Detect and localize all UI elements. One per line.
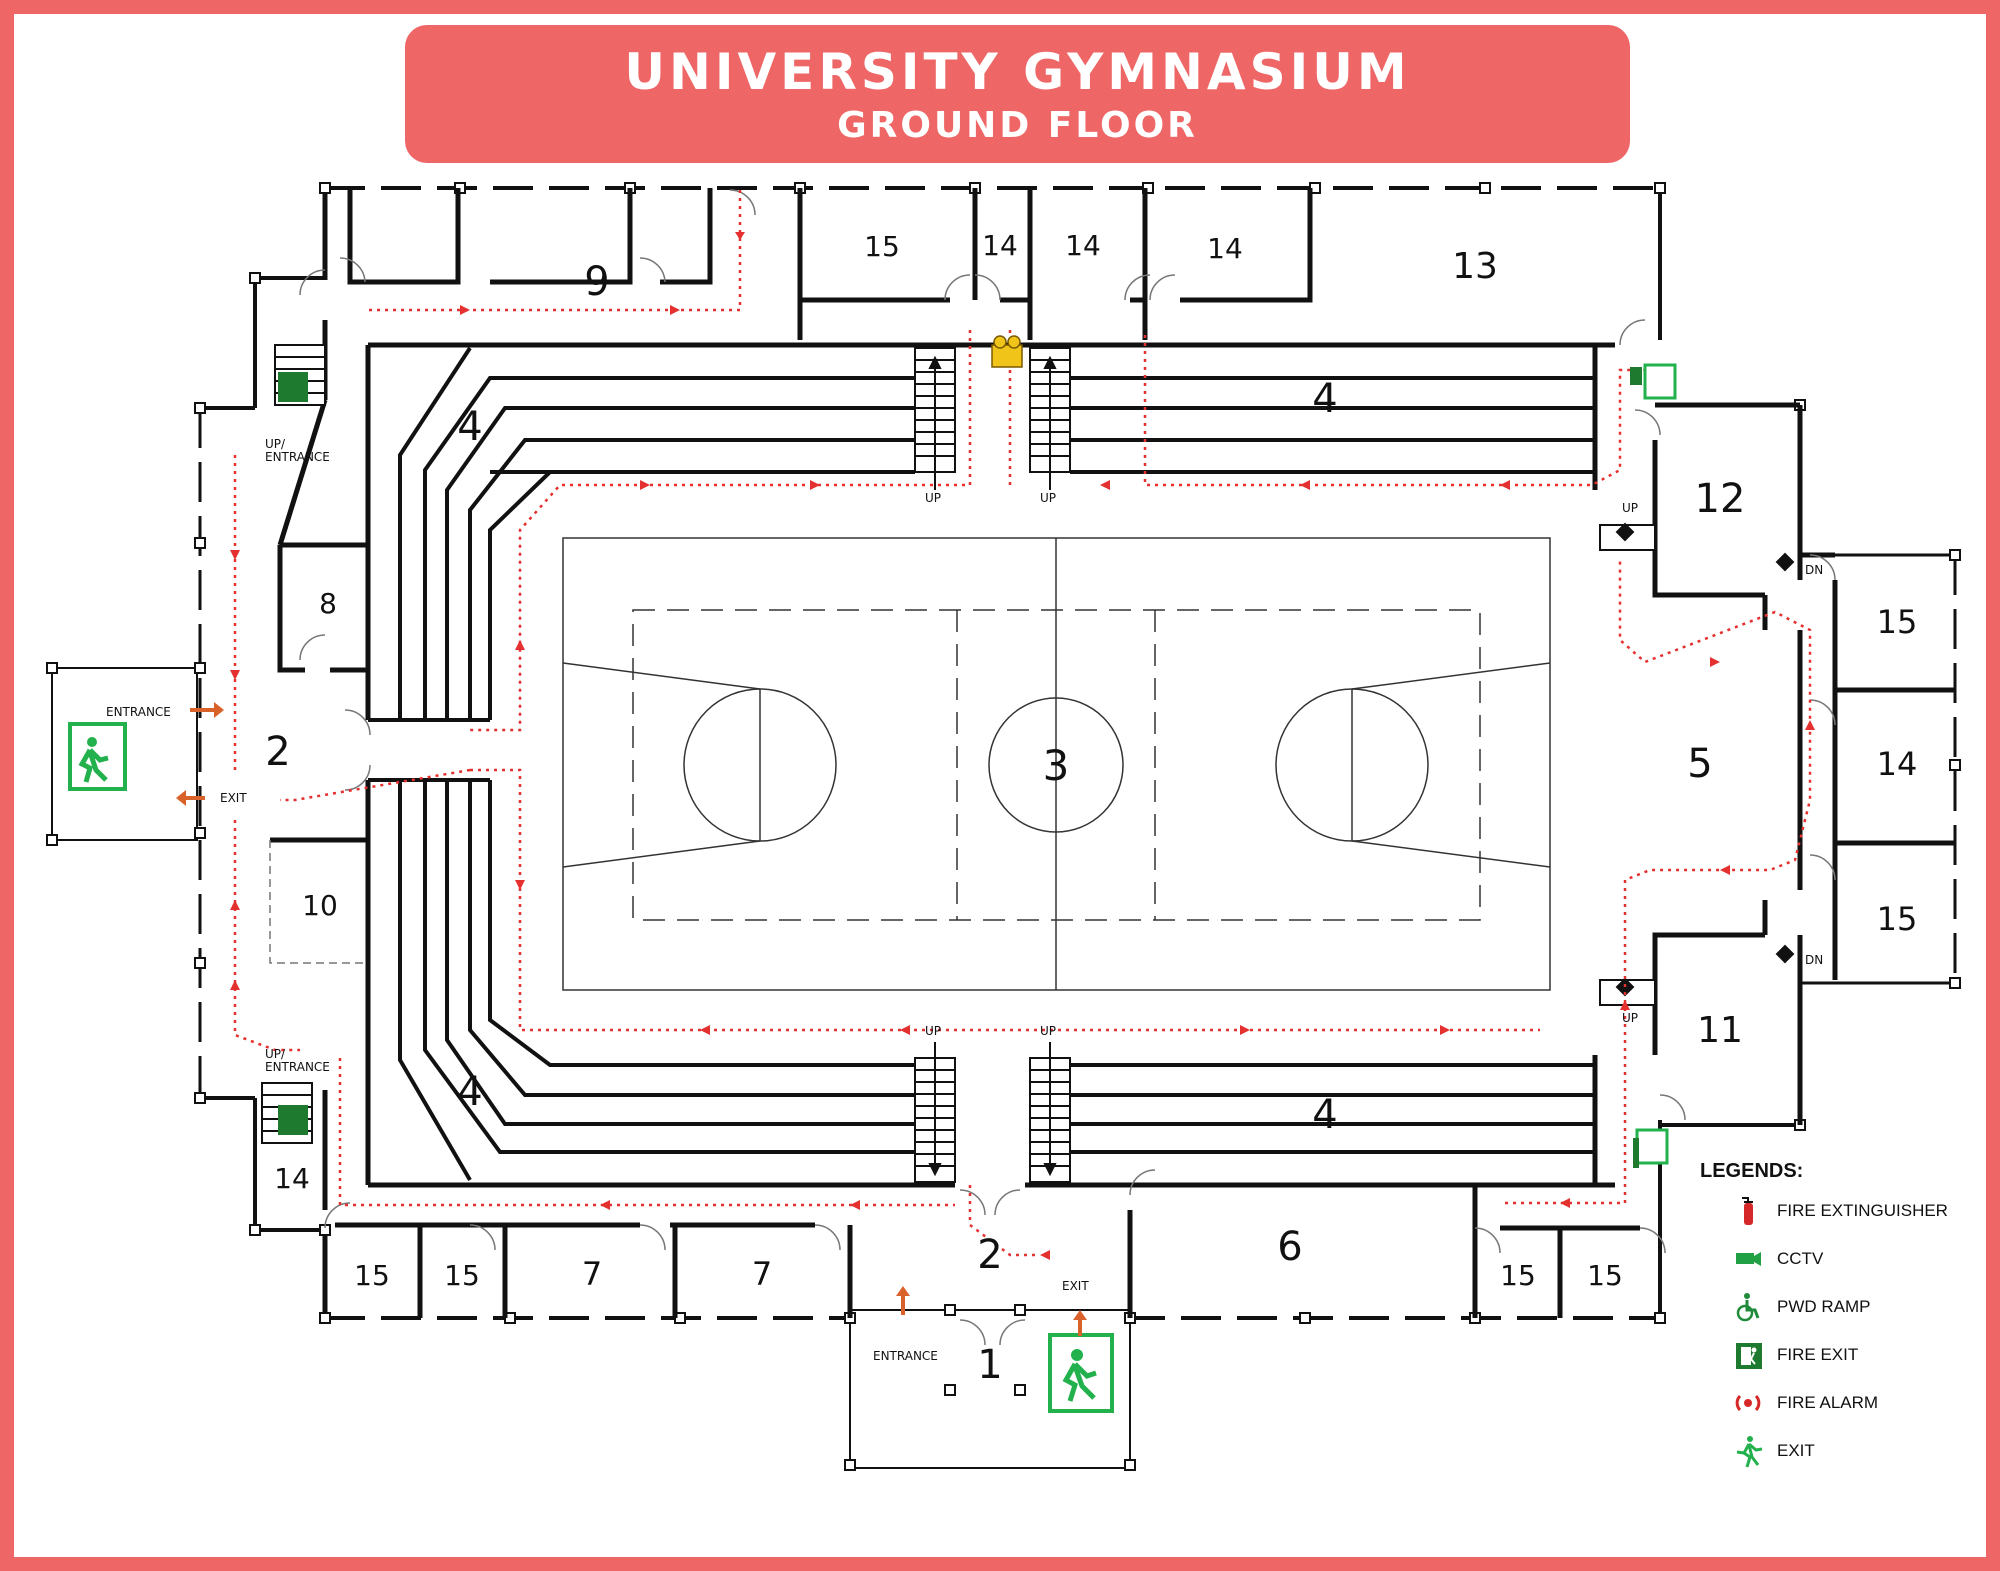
room-2-west: 2 xyxy=(265,729,290,775)
room-14-n2: 14 xyxy=(1065,229,1101,262)
room-1: 1 xyxy=(977,1342,1002,1388)
room-4-ne: 4 xyxy=(1312,376,1337,422)
page-frame xyxy=(14,14,1986,1557)
room-5: 5 xyxy=(1687,741,1712,787)
exit-sign-south xyxy=(1048,1333,1114,1413)
room-14-e: 14 xyxy=(1877,745,1918,783)
room-9: 9 xyxy=(584,259,609,305)
room-7-a: 7 xyxy=(582,1255,602,1293)
room-15-s2: 15 xyxy=(444,1259,480,1292)
cctv-icon xyxy=(1736,1252,1761,1266)
entrance-west-label: ENTRANCE xyxy=(106,705,171,719)
room-14-sw: 14 xyxy=(274,1162,310,1195)
up-entrance-nw-label: UP/ENTRANCE xyxy=(265,437,330,464)
room-10-outline xyxy=(269,840,368,964)
direction-arrows xyxy=(176,702,1087,1336)
cctv-icon xyxy=(991,335,1023,368)
evacuation-routes xyxy=(233,190,1812,1257)
room-4-sw: 4 xyxy=(457,1069,482,1115)
title-banner: UNIVERSITY GYMNASIUM GROUND FLOOR xyxy=(405,25,1630,163)
room-11: 11 xyxy=(1697,1010,1743,1051)
wheelchair-icon xyxy=(1736,1293,1760,1322)
legend-label: CCTV xyxy=(1777,1249,1824,1268)
doors xyxy=(299,189,1836,1346)
room-15-n: 15 xyxy=(864,230,900,263)
up-label: UP xyxy=(1622,1011,1638,1025)
room-15-s1: 15 xyxy=(354,1259,390,1292)
up-label: UP xyxy=(1622,501,1638,515)
legend-heading: LEGENDS: xyxy=(1700,1160,1804,1182)
dn-label: DN xyxy=(1805,953,1823,967)
exit-sign-west xyxy=(68,722,127,791)
legend-label: PWD RAMP xyxy=(1777,1297,1871,1316)
room-10: 10 xyxy=(302,889,338,922)
room-6: 6 xyxy=(1277,1224,1302,1270)
up-label: UP xyxy=(925,1024,941,1038)
legend-item-fire-exit: FIRE EXIT xyxy=(1700,1337,1960,1385)
room-4-se: 4 xyxy=(1312,1092,1337,1138)
up-label: UP xyxy=(1040,1024,1056,1038)
up-label: UP xyxy=(1040,491,1056,505)
room-13: 13 xyxy=(1452,246,1498,287)
room-2-south: 2 xyxy=(977,1232,1002,1278)
room-15-e1: 15 xyxy=(1877,603,1918,641)
legend-item-fire-alarm: FIRE ALARM xyxy=(1700,1385,1960,1433)
stair-arrows xyxy=(928,355,1795,1177)
room-15-s3: 15 xyxy=(1500,1259,1536,1292)
room-12: 12 xyxy=(1695,476,1746,522)
basketball-court xyxy=(562,537,1551,991)
fire-alarm-icon xyxy=(1735,1394,1761,1412)
room-labels: 1 2 2 3 4 4 4 4 5 6 7 7 8 9 10 11 12 13 … xyxy=(265,229,1917,1388)
entrance-south-label: ENTRANCE xyxy=(873,1349,938,1363)
room-3: 3 xyxy=(1043,741,1070,790)
legend-item-pwd-ramp: PWD RAMP xyxy=(1700,1289,1960,1337)
exit-running-man-icon xyxy=(1736,1436,1763,1468)
legend-label: FIRE ALARM xyxy=(1777,1393,1879,1412)
room-4-nw: 4 xyxy=(457,404,482,450)
room-15-s4: 15 xyxy=(1587,1259,1623,1292)
exit-west-label: EXIT xyxy=(220,791,247,805)
small-labels: ENTRANCE EXIT ENTRANCE EXIT UP UP UP UP … xyxy=(106,437,1823,1363)
room-8: 8 xyxy=(319,587,337,620)
legend-item-exit: EXIT xyxy=(1700,1433,1960,1481)
title: UNIVERSITY GYMNASIUM xyxy=(624,43,1411,101)
interior-walls xyxy=(270,188,1955,1318)
legend-label: FIRE EXTINGUISHER xyxy=(1777,1201,1948,1220)
legend-item-fire-extinguisher: FIRE EXTINGUISHER xyxy=(1700,1193,1960,1241)
room-7-b: 7 xyxy=(752,1255,772,1293)
legend: LEGENDS: FIRE EXTINGUISHER CCTV PWD RAMP… xyxy=(1700,1160,1960,1470)
exit-south-label: EXIT xyxy=(1062,1279,1089,1293)
fire-extinguisher-icon xyxy=(1742,1197,1753,1225)
up-label: UP xyxy=(925,491,941,505)
legend-item-cctv: CCTV xyxy=(1700,1241,1960,1289)
fire-exit-icon xyxy=(1736,1343,1762,1369)
up-entrance-sw-label: UP/ENTRANCE xyxy=(265,1047,330,1074)
fire-exit-signs xyxy=(278,363,1677,1168)
bleachers xyxy=(368,345,1597,1185)
dn-label: DN xyxy=(1805,563,1823,577)
room-15-e2: 15 xyxy=(1877,900,1918,938)
legend-label: EXIT xyxy=(1777,1441,1815,1460)
subtitle: GROUND FLOOR xyxy=(837,105,1198,146)
room-14-n3: 14 xyxy=(1207,232,1243,265)
legend-label: FIRE EXIT xyxy=(1777,1345,1859,1364)
room-14-n1: 14 xyxy=(982,229,1018,262)
